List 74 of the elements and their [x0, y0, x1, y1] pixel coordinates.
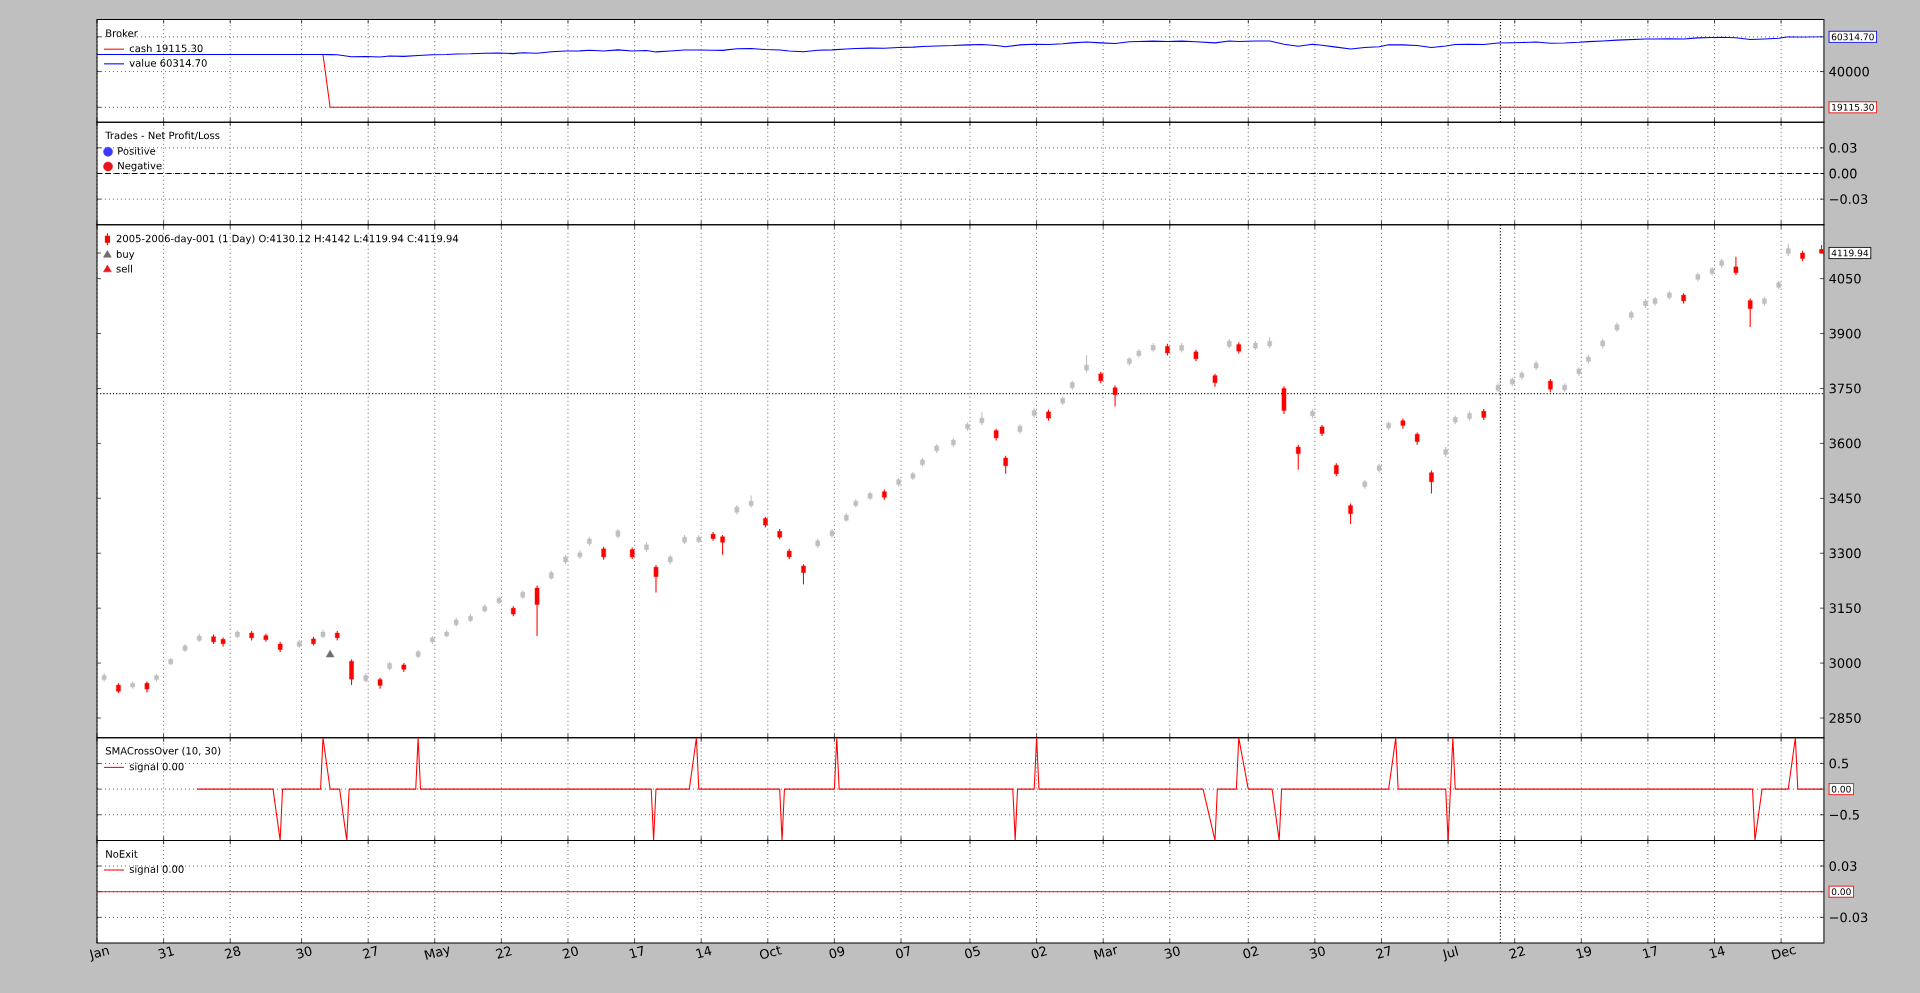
x-tick-label: 17 [629, 945, 643, 959]
x-tick-label: 14 [1709, 945, 1725, 959]
x-tick-label: 22 [1509, 946, 1526, 959]
x-tick-label: Jan [89, 947, 110, 962]
y-tick-label: 0.03 [1829, 861, 1857, 871]
x-tick-label: 09 [829, 946, 845, 959]
x-tick-label: 28 [224, 946, 241, 959]
y-tick-label: 3600 [1829, 438, 1861, 449]
y-tick-label: 3900 [1829, 328, 1861, 339]
x-tick-label: 30 [1309, 946, 1325, 959]
candlestick [1295, 444, 1301, 471]
legend-label: sell [116, 264, 132, 273]
y-tick-label: 19115.30 [1832, 103, 1874, 111]
x-tick-label: May [424, 946, 450, 960]
x-tick-label: Oct [759, 945, 782, 959]
y-tick-label: 3750 [1829, 383, 1861, 394]
y-tick-label: −0.03 [1830, 912, 1868, 923]
x-tick-label: 27 [1375, 945, 1390, 959]
candlestick [720, 534, 725, 556]
candlestick [220, 636, 226, 648]
x-tick-label: 22 [495, 946, 512, 959]
y-tick-label: 0.00 [1829, 168, 1857, 179]
y-tick-label: 3450 [1829, 493, 1861, 504]
legend-title: NoExit [106, 850, 138, 858]
candlestick [1733, 256, 1739, 276]
legend-label: buy [116, 250, 135, 260]
candlestick [349, 658, 354, 686]
candlestick [653, 564, 659, 593]
candlestick [1281, 385, 1287, 415]
x-tick-label: 30 [1164, 946, 1180, 959]
x-tick-label: 07 [896, 945, 910, 959]
candlestick [748, 494, 754, 509]
y-tick-label: 3300 [1829, 548, 1861, 559]
y-tick-label: 2850 [1829, 713, 1861, 723]
candlestick [534, 584, 540, 637]
x-tick-label: 17 [1642, 945, 1657, 959]
x-tick-label: 14 [695, 945, 712, 959]
legend-title: SMACrossOver (10, 30) [105, 746, 221, 756]
y-tick-label: 3000 [1829, 658, 1861, 668]
x-tick-label: 27 [362, 945, 377, 959]
candlestick [1348, 502, 1353, 525]
legend-label: value 60314.70 [129, 59, 207, 67]
legend-label: Negative [118, 161, 162, 172]
x-tick-label: 05 [965, 946, 980, 959]
x-tick-label: 20 [562, 946, 578, 959]
y-tick-label: −0.03 [1830, 194, 1868, 205]
x-tick-label: 19 [1576, 946, 1592, 959]
legend-title: Trades - Net Profit/Loss [105, 131, 220, 140]
candlestick [801, 563, 806, 585]
x-tick-label: 02 [1031, 946, 1047, 959]
x-tick-label: 31 [158, 946, 175, 959]
candlestick [1400, 417, 1406, 430]
y-tick-label: 40000 [1829, 66, 1869, 77]
x-tick-label: Jul [1443, 945, 1459, 962]
y-tick-label: 0.00 [1831, 785, 1851, 793]
legend-label: signal 0.00 [129, 865, 184, 875]
y-tick-label: 0.00 [1831, 888, 1851, 896]
y-tick-label: 3150 [1829, 603, 1861, 614]
x-tick-label: 30 [296, 946, 312, 959]
y-tick-label: 0.03 [1829, 142, 1857, 153]
legend-label: cash 19115.30 [129, 44, 203, 53]
y-tick-label: 4050 [1829, 273, 1861, 284]
candlestick [1112, 385, 1118, 407]
x-tick-label: Dec [1771, 946, 1797, 960]
y-tick-label: −0.5 [1830, 809, 1859, 820]
x-tick-label: Mar [1093, 946, 1118, 960]
legend-label: signal 0.00 [129, 762, 184, 773]
legend-title: Broker [106, 29, 138, 37]
candlestick [1747, 297, 1753, 328]
legend-label: Positive [118, 147, 156, 155]
x-tick-label: 02 [1243, 946, 1259, 959]
legend-label: 2005-2006-day-001 (1 Day) O:4130.12 H:4142 L:4119.94 C:4119.94 [116, 234, 459, 245]
candlestick [1429, 469, 1434, 495]
y-tick-label: 0.5 [1829, 758, 1849, 769]
